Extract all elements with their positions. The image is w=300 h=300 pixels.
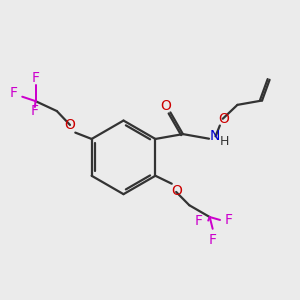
Text: O: O — [171, 184, 182, 198]
Text: O: O — [160, 99, 171, 113]
Text: F: F — [195, 214, 203, 228]
Text: O: O — [64, 118, 75, 132]
Text: N: N — [209, 129, 220, 143]
Text: O: O — [218, 112, 229, 126]
Text: F: F — [32, 71, 40, 85]
Text: F: F — [31, 104, 39, 118]
Text: F: F — [209, 233, 217, 247]
Text: F: F — [224, 213, 232, 227]
Text: F: F — [10, 86, 18, 100]
Text: H: H — [220, 135, 229, 148]
